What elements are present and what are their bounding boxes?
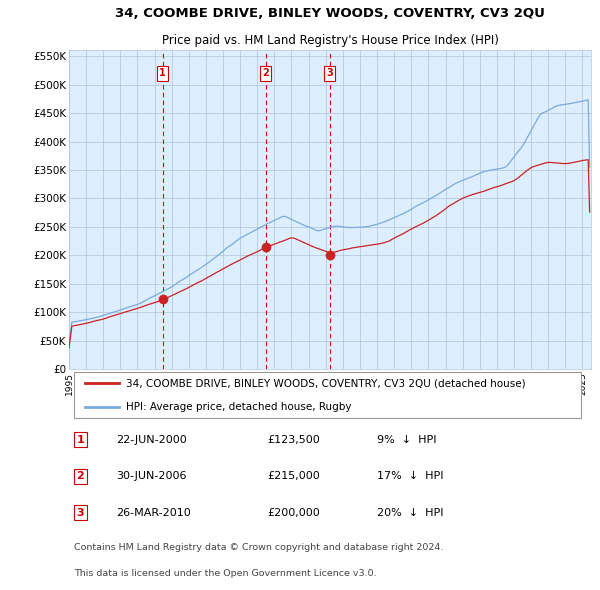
Text: 1: 1	[159, 68, 166, 78]
Text: 2: 2	[77, 471, 85, 481]
Text: 34, COOMBE DRIVE, BINLEY WOODS, COVENTRY, CV3 2QU (detached house): 34, COOMBE DRIVE, BINLEY WOODS, COVENTRY…	[127, 378, 526, 388]
Text: £200,000: £200,000	[268, 508, 320, 518]
Text: 20%  ↓  HPI: 20% ↓ HPI	[377, 508, 443, 518]
Text: 9%  ↓  HPI: 9% ↓ HPI	[377, 435, 436, 445]
FancyBboxPatch shape	[74, 372, 581, 418]
Text: 3: 3	[326, 68, 333, 78]
Text: 17%  ↓  HPI: 17% ↓ HPI	[377, 471, 443, 481]
Text: Price paid vs. HM Land Registry's House Price Index (HPI): Price paid vs. HM Land Registry's House …	[161, 34, 499, 47]
Text: 34, COOMBE DRIVE, BINLEY WOODS, COVENTRY, CV3 2QU: 34, COOMBE DRIVE, BINLEY WOODS, COVENTRY…	[115, 7, 545, 20]
Text: 30-JUN-2006: 30-JUN-2006	[116, 471, 187, 481]
Text: £215,000: £215,000	[268, 471, 320, 481]
Text: 3: 3	[77, 508, 84, 518]
Text: £123,500: £123,500	[268, 435, 320, 445]
Text: 1: 1	[77, 435, 85, 445]
Text: 2: 2	[262, 68, 269, 78]
Text: Contains HM Land Registry data © Crown copyright and database right 2024.: Contains HM Land Registry data © Crown c…	[74, 543, 443, 552]
Text: 22-JUN-2000: 22-JUN-2000	[116, 435, 187, 445]
Text: 26-MAR-2010: 26-MAR-2010	[116, 508, 191, 518]
Text: This data is licensed under the Open Government Licence v3.0.: This data is licensed under the Open Gov…	[74, 569, 377, 578]
Text: HPI: Average price, detached house, Rugby: HPI: Average price, detached house, Rugb…	[127, 402, 352, 412]
